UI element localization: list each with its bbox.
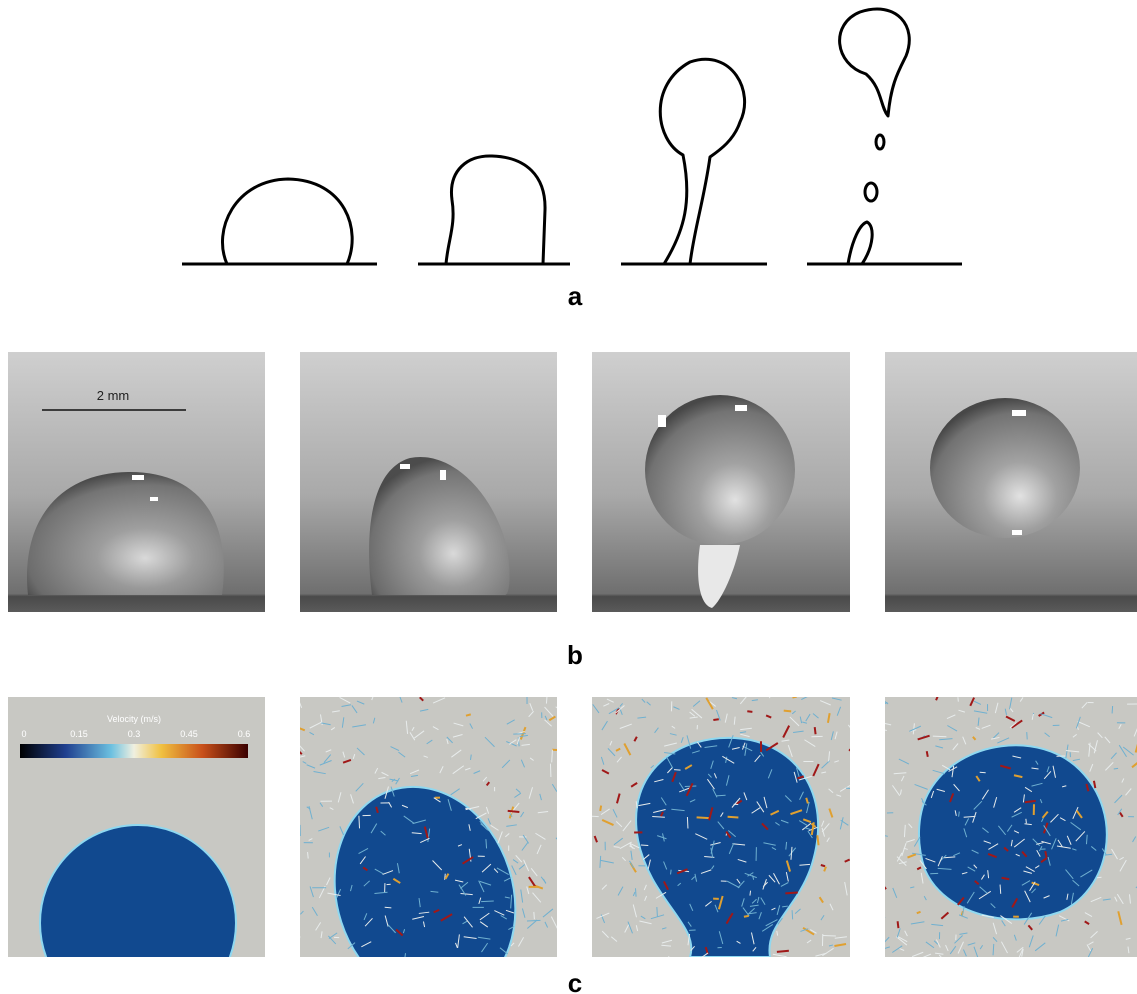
highlight (440, 470, 446, 480)
scale-bar-label: 2 mm (97, 388, 130, 403)
velocity-streak (747, 711, 752, 712)
velocity-streak (769, 690, 774, 698)
colorbar-tick-label: 0 (21, 729, 26, 739)
simulation (589, 690, 858, 965)
velocity-streak (697, 817, 710, 818)
panel-label: a (568, 281, 583, 311)
highlight (1012, 410, 1026, 416)
velocity-streak (1027, 732, 1028, 739)
velocity-streak (1025, 801, 1036, 802)
highlight (400, 464, 410, 469)
velocity-streak (1000, 885, 1001, 894)
velocity-streak (486, 839, 487, 848)
velocity-streak (466, 714, 471, 715)
velocity-streak (728, 817, 739, 818)
panel-label: b (567, 640, 583, 670)
colorbar-tick-label: 0.15 (70, 729, 88, 739)
velocity-streak (980, 772, 986, 773)
droplet-region (919, 745, 1107, 919)
droplet-outline (660, 59, 744, 264)
velocity-streak (784, 711, 791, 712)
velocity-streak (1114, 768, 1118, 769)
colorbar-tick-label: 0.45 (180, 729, 198, 739)
velocity-streak (674, 770, 681, 771)
velocity-streak (849, 749, 856, 755)
velocity-streak (299, 936, 300, 942)
velocity-streak (817, 835, 818, 845)
velocity-streak (785, 892, 797, 893)
velocity-streak (385, 907, 392, 908)
simulation (876, 689, 1137, 962)
figure: a 2 mm b (0, 0, 1137, 994)
highlight (150, 497, 158, 501)
colorbar-tick-label: 0.3 (128, 729, 141, 739)
panel-label: c (568, 968, 582, 994)
simulation-row: Velocity (m/s) 0 0.15 0.3 0.45 0.6 (8, 689, 1137, 994)
velocity-streak (308, 852, 309, 859)
velocity-streak (445, 874, 446, 880)
photo (300, 352, 557, 612)
droplet-outline (840, 9, 910, 116)
colorbar-title: Velocity (m/s) (107, 714, 161, 724)
photo (592, 352, 850, 612)
velocity-streak (777, 951, 789, 952)
velocity-streak (508, 811, 520, 812)
velocity-streak (671, 870, 672, 875)
velocity-streak (792, 910, 793, 919)
velocity-streak (716, 795, 726, 796)
highlight (132, 475, 144, 480)
highlight (658, 415, 666, 427)
photo (885, 352, 1137, 612)
droplet-outline (848, 222, 872, 264)
velocity-streak (527, 920, 541, 921)
outline-row (182, 9, 962, 264)
highlight (735, 405, 747, 411)
velocity-streak (481, 901, 494, 902)
velocity-streak (815, 727, 816, 734)
highlight (1012, 530, 1022, 535)
velocity-streak (534, 912, 535, 919)
droplet-outline (222, 179, 352, 264)
simulation (292, 690, 562, 994)
velocity-streak (1097, 877, 1101, 878)
velocity-streak (823, 936, 836, 937)
velocity-streak (1045, 851, 1046, 858)
velocity-streak (669, 956, 671, 966)
velocity-streak (744, 916, 749, 917)
velocity-streak (993, 944, 994, 955)
photo: 2 mm (8, 352, 265, 612)
simulation (8, 697, 265, 994)
droplet (645, 395, 795, 545)
velocity-streak (589, 816, 599, 817)
velocity-streak (750, 891, 751, 896)
velocity-streak (917, 912, 921, 913)
velocity-streak (657, 907, 658, 916)
velocity-streak (687, 817, 688, 829)
velocity-streak (600, 806, 601, 811)
velocity-streak (821, 865, 825, 866)
satellite-drop (876, 135, 884, 149)
velocity-streak (635, 888, 636, 896)
velocity-streak (359, 816, 360, 829)
velocity-streak (959, 812, 960, 817)
velocity-streak (405, 953, 406, 957)
velocity-streak (713, 719, 718, 720)
colorbar-tick-label: 0.6 (238, 729, 251, 739)
velocity-streak (927, 751, 928, 757)
droplet (930, 398, 1080, 538)
velocity-streak (1094, 781, 1095, 788)
droplet-outline (446, 156, 545, 264)
colorbar (20, 744, 248, 758)
velocity-streak (877, 878, 886, 889)
velocity-streak (1026, 819, 1027, 823)
photo-row: 2 mm (8, 352, 1137, 612)
velocity-streak (792, 697, 796, 698)
satellite-drop (865, 183, 877, 201)
velocity-streak (898, 921, 899, 928)
